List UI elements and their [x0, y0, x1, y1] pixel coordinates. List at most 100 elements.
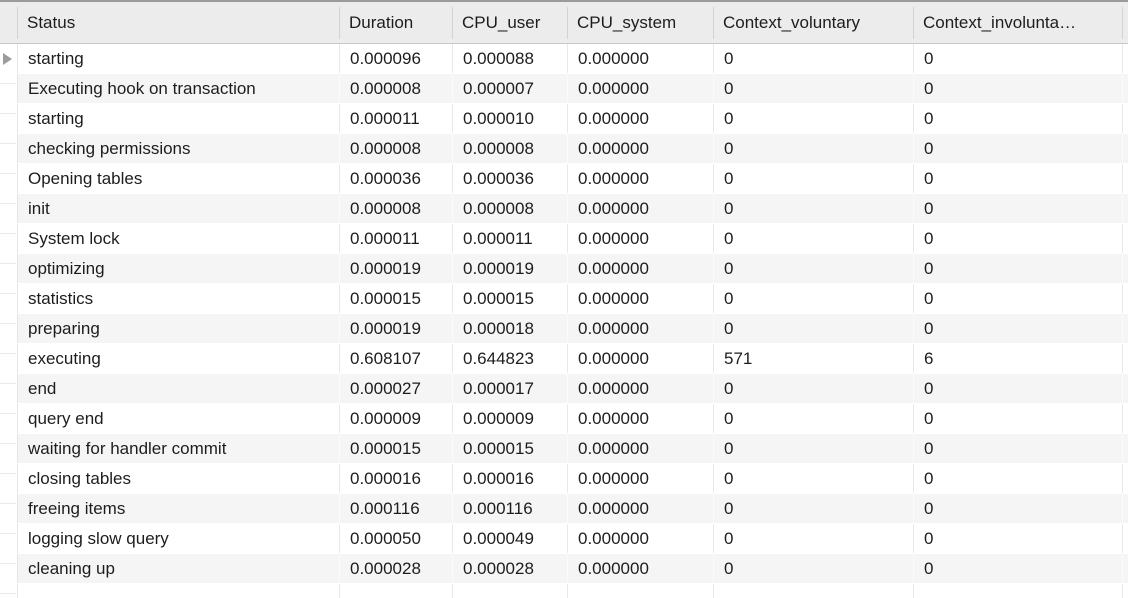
cell-cpu-user[interactable]: 0.000016	[452, 464, 567, 493]
table-row[interactable]: System lock 0.000011 0.000011 0.000000 0 0	[0, 224, 1128, 254]
cell-duration[interactable]: 0.000008	[339, 74, 452, 103]
table-row[interactable]: optimizing 0.000019 0.000019 0.000000 0 0	[0, 254, 1128, 284]
cell-context-involuntary[interactable]: 0	[913, 374, 1122, 403]
cell-duration[interactable]: 0.000015	[339, 284, 452, 313]
row-gutter-cell[interactable]	[0, 224, 17, 253]
row-gutter-cell[interactable]	[0, 74, 17, 103]
cell-status[interactable]: preparing	[17, 314, 339, 343]
cell-cpu-system[interactable]: 0.000000	[567, 134, 713, 163]
cell-duration[interactable]: 0.000015	[339, 434, 452, 463]
cell-cpu-user[interactable]: 0.000028	[452, 554, 567, 583]
cell-context-voluntary[interactable]: 0	[713, 374, 913, 403]
cell-cpu-user[interactable]: 0.000049	[452, 524, 567, 553]
cell-cpu-system[interactable]: 0.000000	[567, 554, 713, 583]
cell-duration[interactable]: 0.000027	[339, 374, 452, 403]
row-gutter-cell[interactable]	[0, 524, 17, 553]
cell-duration[interactable]: 0.000050	[339, 524, 452, 553]
cell-duration[interactable]: 0.000028	[339, 554, 452, 583]
cell-status[interactable]: executing	[17, 344, 339, 373]
cell-status[interactable]: freeing items	[17, 494, 339, 523]
cell-cpu-system[interactable]: 0.000000	[567, 254, 713, 283]
cell-cpu-user[interactable]: 0.000017	[452, 374, 567, 403]
cell-context-involuntary[interactable]: 0	[913, 224, 1122, 253]
row-gutter-cell[interactable]	[0, 164, 17, 193]
cell-status[interactable]: starting	[17, 44, 339, 73]
cell-status[interactable]: init	[17, 194, 339, 223]
cell-status[interactable]: logging slow query	[17, 524, 339, 553]
cell-context-involuntary[interactable]: 0	[913, 434, 1122, 463]
cell-context-involuntary[interactable]: 0	[913, 254, 1122, 283]
table-row[interactable]: preparing 0.000019 0.000018 0.000000 0 0	[0, 314, 1128, 344]
cell-context-voluntary[interactable]: 0	[713, 44, 913, 73]
cell-cpu-user[interactable]: 0.000036	[452, 164, 567, 193]
cell-duration[interactable]: 0.000019	[339, 314, 452, 343]
cell-cpu-system[interactable]: 0.000000	[567, 464, 713, 493]
cell-cpu-system[interactable]: 0.000000	[567, 434, 713, 463]
cell-duration[interactable]: 0.608107	[339, 344, 452, 373]
cell-context-involuntary[interactable]: 0	[913, 464, 1122, 493]
table-row[interactable]: waiting for handler commit 0.000015 0.0000…	[0, 434, 1128, 464]
cell-duration[interactable]: 0.000016	[339, 464, 452, 493]
cell-cpu-system[interactable]: 0.000000	[567, 404, 713, 433]
cell-context-involuntary[interactable]: 0	[913, 524, 1122, 553]
cell-status[interactable]: Opening tables	[17, 164, 339, 193]
row-gutter-cell[interactable]	[0, 434, 17, 463]
cell-status[interactable]: query end	[17, 404, 339, 433]
cell-status[interactable]: optimizing	[17, 254, 339, 283]
cell-cpu-system[interactable]: 0.000000	[567, 284, 713, 313]
cell-cpu-system[interactable]: 0.000000	[567, 224, 713, 253]
cell-context-voluntary[interactable]: 0	[713, 524, 913, 553]
cell-duration[interactable]: 0.000011	[339, 104, 452, 133]
cell-context-voluntary[interactable]: 0	[713, 494, 913, 523]
column-header-cpu-system[interactable]: CPU_system	[567, 2, 713, 43]
column-header-cpu-user[interactable]: CPU_user	[452, 2, 567, 43]
table-row[interactable]: starting 0.000096 0.000088 0.000000 0 0	[0, 44, 1128, 74]
table-row[interactable]: closing tables 0.000016 0.000016 0.000000 0 0	[0, 464, 1128, 494]
row-gutter-cell[interactable]	[0, 344, 17, 373]
table-row[interactable]: Opening tables 0.000036 0.000036 0.000000 0 0	[0, 164, 1128, 194]
cell-context-involuntary[interactable]: 0	[913, 44, 1122, 73]
cell-context-voluntary[interactable]: 0	[713, 164, 913, 193]
cell-context-voluntary[interactable]: 0	[713, 284, 913, 313]
cell-cpu-system[interactable]: 0.000000	[567, 194, 713, 223]
cell-context-involuntary[interactable]: 0	[913, 284, 1122, 313]
cell-status[interactable]: checking permissions	[17, 134, 339, 163]
cell-cpu-user[interactable]: 0.000009	[452, 404, 567, 433]
cell-status[interactable]: end	[17, 374, 339, 403]
row-gutter-cell[interactable]	[0, 194, 17, 223]
cell-cpu-user[interactable]: 0.000010	[452, 104, 567, 133]
cell-context-voluntary[interactable]: 0	[713, 254, 913, 283]
cell-status[interactable]: waiting for handler commit	[17, 434, 339, 463]
cell-duration[interactable]: 0.000008	[339, 194, 452, 223]
column-header-status[interactable]: Status	[17, 2, 339, 43]
table-row[interactable]: statistics 0.000015 0.000015 0.000000 0 0	[0, 284, 1128, 314]
cell-duration[interactable]: 0.000009	[339, 404, 452, 433]
column-header-context-voluntary[interactable]: Context_voluntary	[713, 2, 913, 43]
cell-duration[interactable]: 0.000096	[339, 44, 452, 73]
cell-context-voluntary[interactable]: 0	[713, 554, 913, 583]
cell-context-voluntary[interactable]: 0	[713, 224, 913, 253]
column-header-context-involuntary[interactable]: Context_involunta…	[913, 2, 1122, 43]
cell-cpu-user[interactable]: 0.000019	[452, 254, 567, 283]
cell-cpu-user[interactable]: 0.000116	[452, 494, 567, 523]
table-row[interactable]: checking permissions 0.000008 0.000008 0.00…	[0, 134, 1128, 164]
row-gutter-cell[interactable]	[0, 104, 17, 133]
table-row[interactable]: starting 0.000011 0.000010 0.000000 0 0	[0, 104, 1128, 134]
cell-cpu-system[interactable]: 0.000000	[567, 374, 713, 403]
cell-cpu-user[interactable]: 0.000008	[452, 194, 567, 223]
cell-status[interactable]: System lock	[17, 224, 339, 253]
cell-cpu-system[interactable]: 0.000000	[567, 494, 713, 523]
row-gutter-cell[interactable]	[0, 374, 17, 403]
cell-cpu-user[interactable]: 0.000008	[452, 134, 567, 163]
cell-cpu-user[interactable]: 0.000018	[452, 314, 567, 343]
cell-cpu-system[interactable]: 0.000000	[567, 524, 713, 553]
row-gutter-cell[interactable]	[0, 464, 17, 493]
cell-context-involuntary[interactable]: 0	[913, 134, 1122, 163]
row-gutter-cell[interactable]	[0, 254, 17, 283]
cell-context-voluntary[interactable]: 0	[713, 434, 913, 463]
table-row[interactable]: query end 0.000009 0.000009 0.000000 0 0	[0, 404, 1128, 434]
cell-context-involuntary[interactable]: 6	[913, 344, 1122, 373]
cell-context-voluntary[interactable]: 0	[713, 194, 913, 223]
row-gutter-cell[interactable]	[0, 134, 17, 163]
column-header-duration[interactable]: Duration	[339, 2, 452, 43]
